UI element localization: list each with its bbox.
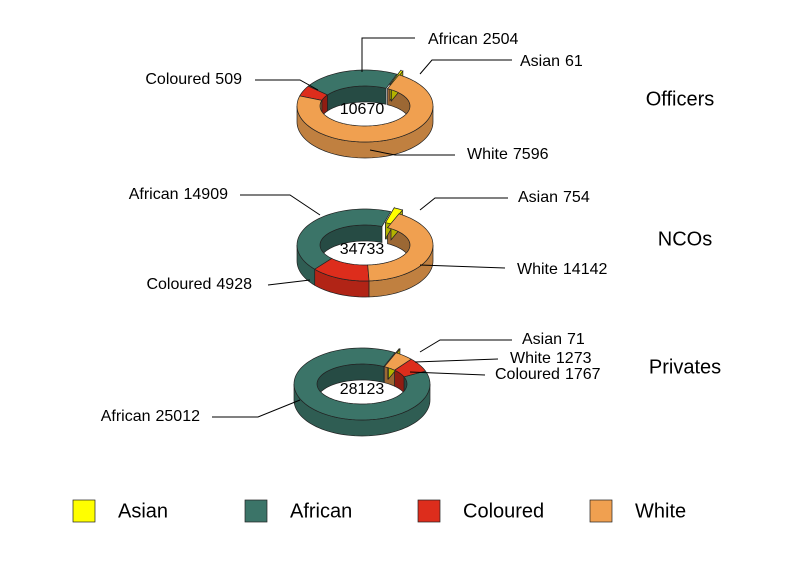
data-label-value: 7596 [513, 146, 549, 163]
data-label-value: 2504 [483, 31, 519, 48]
legend-label: Asian [118, 500, 168, 522]
slice [293, 347, 431, 421]
data-label-category: Coloured [495, 366, 560, 383]
slice [296, 74, 434, 143]
data-label-category: Coloured [145, 71, 210, 88]
data-label-value: 4928 [216, 276, 252, 293]
donut-title: Privates [649, 356, 721, 378]
data-label-value: 14909 [184, 186, 229, 203]
leader-line [361, 37, 415, 72]
data-label-category: African [101, 408, 151, 425]
data-label-category: White [517, 261, 558, 278]
legend-swatch [417, 499, 441, 523]
data-label-value: 71 [567, 331, 585, 348]
leader-line [267, 279, 311, 286]
data-label: White 1273 [510, 350, 592, 367]
data-label-category: White [510, 350, 551, 367]
donut-total: 34733 [340, 241, 385, 258]
legend-label: White [635, 500, 686, 522]
donut-total: 10670 [340, 101, 385, 118]
donut-chart: 10670 Officers Asian 61 African 2504 Coloured 5… [145, 31, 714, 163]
legend: Asian African Coloured White [72, 499, 686, 523]
donut-chart: 34733 NCOs Asian 754 African 14909 Coloured 492… [129, 186, 712, 298]
data-label: Asian 61 [520, 53, 583, 70]
data-label-value: 25012 [156, 408, 201, 425]
leader-line [419, 197, 508, 211]
slice [296, 208, 392, 270]
donut-title: NCOs [658, 228, 712, 250]
slice [383, 352, 412, 371]
data-label-value: 509 [215, 71, 242, 88]
data-label-value: 1767 [565, 366, 601, 383]
donut-total: 28123 [340, 381, 385, 398]
leader-line [419, 339, 512, 353]
data-label: Coloured 4928 [146, 276, 252, 293]
data-label: Coloured 509 [145, 71, 242, 88]
legend-label: Coloured [463, 500, 544, 522]
legend-swatch [589, 499, 613, 523]
donut-title: Officers [646, 88, 715, 110]
data-label-category: Asian [522, 331, 562, 348]
data-label: African 25012 [101, 408, 200, 425]
data-label-category: Asian [518, 189, 558, 206]
slice [367, 213, 434, 282]
legend-label: African [290, 500, 352, 522]
slice [307, 69, 398, 96]
data-label-value: 754 [563, 189, 590, 206]
leader-line [414, 358, 499, 363]
leader-line [419, 59, 512, 75]
data-label-category: African [129, 186, 179, 203]
donut-chart: 28123 Privates Asian 71 African 25012 Coloured… [101, 331, 721, 437]
data-label-category: African [428, 31, 478, 48]
leader-line [409, 371, 486, 376]
data-label-category: Coloured [146, 276, 211, 293]
slice [314, 258, 370, 282]
data-label-category: Asian [520, 53, 560, 70]
leader-line [369, 149, 455, 156]
leader-line [240, 194, 321, 216]
legend-swatch [72, 499, 96, 523]
slice [299, 85, 329, 101]
data-label: African 2504 [428, 31, 518, 48]
data-label: African 14909 [129, 186, 228, 203]
leader-line [419, 264, 506, 269]
data-label: Asian 71 [522, 331, 585, 348]
data-label-value: 61 [565, 53, 583, 70]
data-label-value: 14142 [563, 261, 608, 278]
data-label: Asian 754 [518, 189, 590, 206]
leader-line [255, 79, 319, 91]
leader-line [212, 399, 301, 418]
legend-swatch [244, 499, 268, 523]
data-label: White 7596 [467, 146, 549, 163]
data-label: White 14142 [517, 261, 608, 278]
data-label: Coloured 1767 [495, 366, 601, 383]
data-label-value: 1273 [556, 350, 592, 367]
data-label-category: White [467, 146, 508, 163]
